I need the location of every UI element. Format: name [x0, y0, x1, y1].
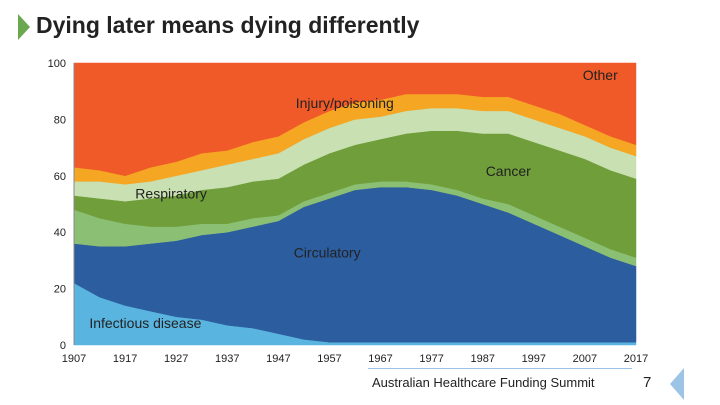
- x-tick-label: 1967: [368, 353, 392, 365]
- annotation-respiratory: Respiratory: [135, 185, 207, 201]
- previous-slide-icon[interactable]: [670, 368, 684, 400]
- x-tick-label: 1917: [113, 353, 137, 365]
- x-tick-label: 1937: [215, 353, 239, 365]
- x-tick-label: 1927: [164, 353, 188, 365]
- x-tick-label: 2017: [624, 353, 648, 365]
- annotation-circulatory: Circulatory: [294, 245, 361, 261]
- page-number: 7: [643, 374, 652, 391]
- annotation-injury-poisoning: Injury/poisoning: [296, 95, 394, 111]
- title-arrow-icon: [18, 14, 30, 40]
- annotation-infectious-disease: Infectious disease: [89, 315, 201, 331]
- footer-text: Australian Healthcare Funding Summit: [372, 375, 595, 390]
- y-tick-label: 80: [54, 114, 66, 126]
- x-tick-label: 1987: [470, 353, 494, 365]
- series-area-other: [73, 62, 637, 177]
- y-tick-label: 100: [48, 58, 66, 70]
- slide-title: Dying later means dying differently: [36, 12, 420, 38]
- annotation-other: Other: [583, 67, 618, 83]
- x-tick-label: 1947: [266, 353, 290, 365]
- x-tick-label: 1977: [419, 353, 443, 365]
- y-tick-label: 40: [54, 227, 66, 239]
- y-tick-label: 60: [54, 171, 66, 183]
- footer-divider: [368, 368, 632, 369]
- x-tick-label: 2007: [573, 353, 597, 365]
- y-tick-label: 20: [54, 284, 66, 296]
- x-tick-label: 1957: [317, 353, 341, 365]
- x-tick-label: 1907: [62, 353, 86, 365]
- x-tick-label: 1997: [522, 353, 546, 365]
- y-tick-label: 0: [60, 340, 66, 352]
- annotation-cancer: Cancer: [486, 163, 531, 179]
